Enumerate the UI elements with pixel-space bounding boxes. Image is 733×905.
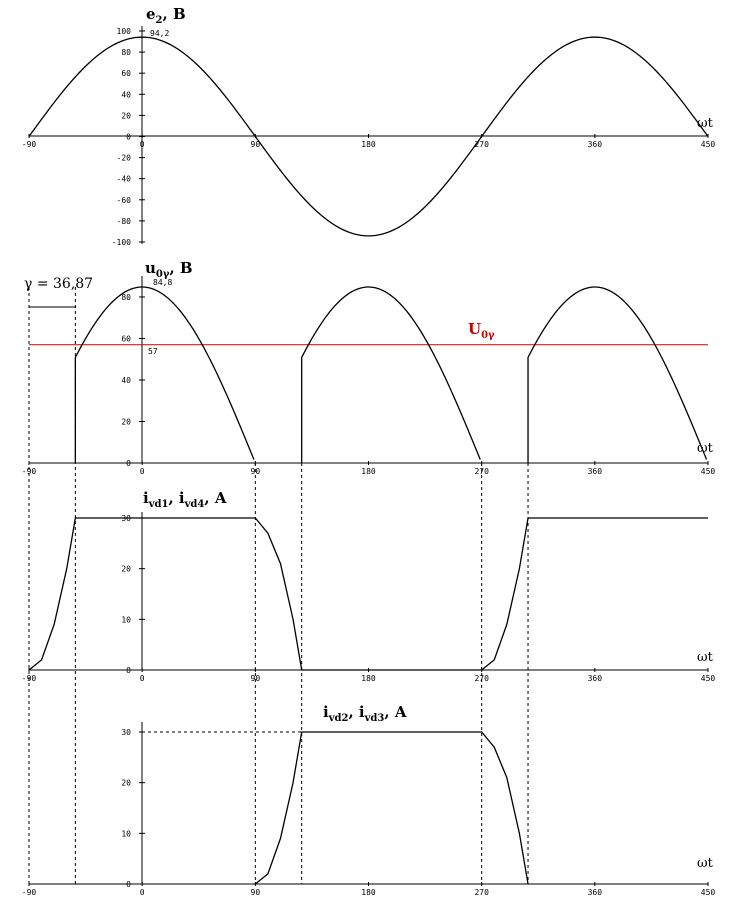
axis-title-ivd2-ivd3: ivd2, ivd3, A	[323, 703, 407, 724]
y-tick-label: -60	[117, 196, 132, 205]
y-tick-label: 100	[117, 27, 132, 36]
x-tick-label: 0	[140, 467, 145, 476]
omega-t-label: ωt	[697, 116, 714, 131]
peak-annotation: 94,2	[150, 29, 169, 38]
y-tick-label: 40	[121, 376, 131, 385]
y-tick-label: 10	[121, 829, 131, 838]
x-tick-label: 180	[361, 674, 376, 683]
y-tick-label: 20	[121, 111, 131, 120]
x-tick-label: 360	[588, 674, 603, 683]
y-tick-label: 30	[121, 728, 131, 737]
u0-label: U0γ	[468, 320, 495, 341]
x-tick-label: 270	[474, 674, 489, 683]
y-tick-label: -100	[112, 238, 131, 247]
y-tick-label: 20	[121, 779, 131, 788]
y-tick-label: -20	[117, 154, 132, 163]
x-tick-label: -90	[22, 888, 37, 897]
y-tick-labels: 80 60 40 20 0	[121, 293, 145, 468]
x-tick-label: 450	[701, 674, 716, 683]
x-tick-label: 180	[361, 888, 376, 897]
y-tick-label: -80	[117, 217, 132, 226]
x-tick-label: 180	[361, 140, 376, 149]
x-tick-label: 360	[588, 467, 603, 476]
y-tick-label: 80	[121, 293, 131, 302]
x-tick-label: -90	[22, 467, 37, 476]
y-tick-label: 0	[126, 880, 131, 889]
peak-annotation: 84,8	[153, 278, 172, 287]
x-tick-label: 0	[140, 888, 145, 897]
ivd1-ivd4-curve	[28, 517, 708, 671]
x-tick-label: -90	[22, 140, 37, 149]
x-tick-label: 270	[474, 140, 489, 149]
x-tick-label: 360	[588, 140, 603, 149]
x-tick-label: 270	[474, 888, 489, 897]
x-tick-label: 360	[588, 888, 603, 897]
x-tick-label: 90	[251, 140, 261, 149]
axis-title-e2: e2, B	[146, 5, 186, 26]
y-tick-labels: 30 20 10 0	[121, 728, 145, 889]
x-tick-label: 180	[361, 467, 376, 476]
omega-t-label: ωt	[697, 650, 714, 665]
x-tick-label: 90	[251, 888, 261, 897]
y-tick-label: 60	[121, 69, 131, 78]
y-tick-label: 10	[121, 615, 131, 624]
y-tick-label: 20	[121, 417, 131, 426]
y-tick-label: 0	[126, 459, 131, 468]
y-tick-label: 0	[126, 666, 131, 675]
omega-t-label: ωt	[697, 856, 714, 871]
x-tick-label: 0	[140, 140, 145, 149]
dashed-guides	[28, 287, 529, 884]
y-tick-label: -40	[117, 175, 132, 184]
gamma-annotation: γ = 36,87	[24, 276, 93, 292]
ivd2-ivd3-curve	[254, 731, 529, 885]
x-tick-label: 0	[140, 674, 145, 683]
e2-curve	[28, 36, 709, 237]
panel-e2: -90 0 90 180 270 360 450 100 80 60 40 20 0 -20 -40 -60…	[22, 5, 716, 247]
y-tick-label: 0	[126, 133, 131, 142]
axis-title-ivd1-ivd4: ivd1, ivd4, A	[143, 489, 227, 510]
panel-ivd2-ivd3: -90 0 90 180 270 360 450 30 20 10 0 ivd2, ivd3, A…	[22, 703, 716, 897]
x-tick-label: 90	[251, 674, 261, 683]
y-tick-label: 20	[121, 565, 131, 574]
y-tick-labels: 100 80 60 40 20 0 -20 -40 -60 -80 -100	[112, 27, 145, 247]
u0-curve	[74, 286, 708, 463]
y-tick-label: 80	[121, 48, 131, 57]
x-tick-label: 450	[701, 140, 716, 149]
x-tick-label: 450	[701, 467, 716, 476]
axis-title-u0: u0γ, B	[145, 259, 193, 280]
x-tick-label: 450	[701, 888, 716, 897]
y-tick-label: 40	[121, 90, 131, 99]
mean-annotation: 57	[148, 347, 158, 356]
y-tick-label: 60	[121, 334, 131, 343]
